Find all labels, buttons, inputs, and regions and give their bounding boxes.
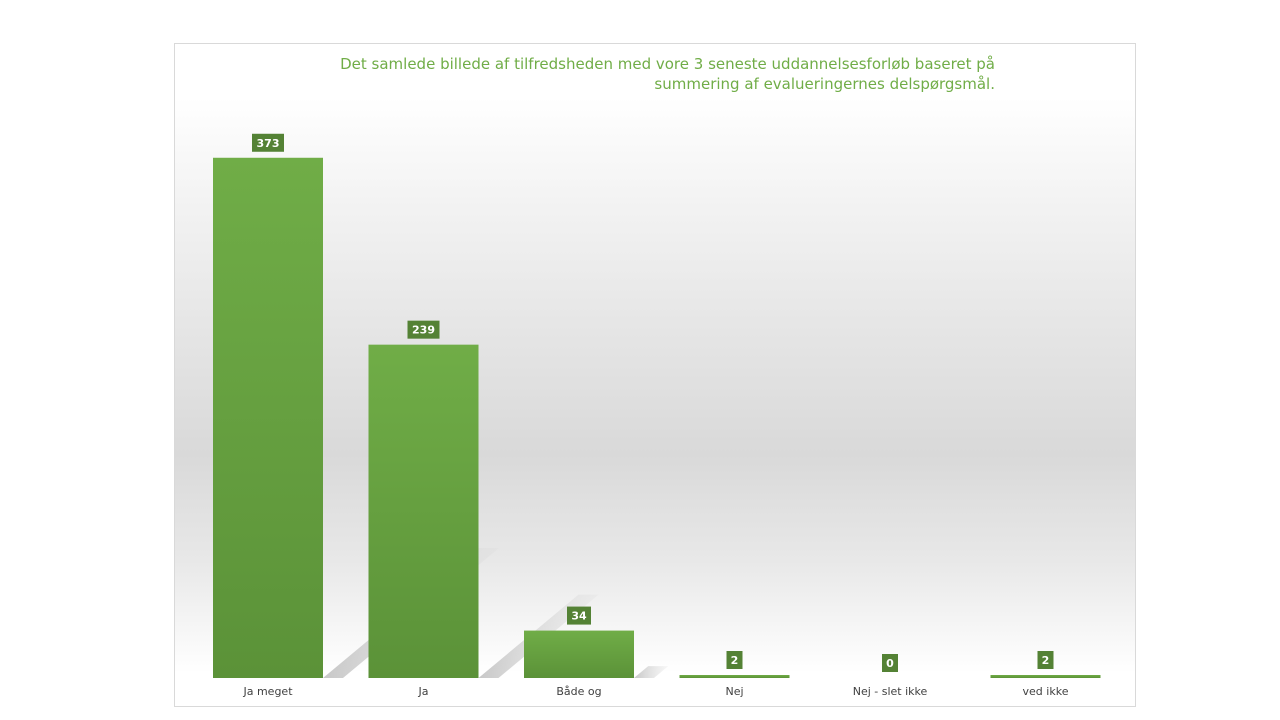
data-label-bg-1 [407, 320, 440, 339]
data-label-bg-3 [726, 651, 743, 669]
x-tick-label-4: Nej - slet ikke [853, 685, 928, 698]
bar-shadow [634, 666, 669, 678]
data-label-0: 373 [257, 137, 280, 150]
chart-frame: Det samlede billede af tilfredsheden med… [174, 43, 1136, 707]
chart-title: Det samlede billede af tilfredsheden med… [340, 55, 995, 93]
bar-1 [368, 344, 479, 678]
data-label-2: 34 [571, 610, 587, 623]
data-label-bg-2 [567, 606, 591, 625]
data-label-3: 2 [731, 654, 739, 667]
bar-5 [990, 675, 1101, 678]
data-label-bg-5 [1037, 651, 1054, 669]
x-tick-label-5: ved ikke [1023, 685, 1069, 698]
bar-chart: 373 239 34 2 0 2 Ja meget Ja Både og Nej Nej - sl… [213, 133, 1101, 698]
data-label-1: 239 [412, 324, 435, 337]
x-tick-label-3: Nej [725, 685, 743, 698]
x-tick-label-1: Ja [418, 685, 429, 698]
bar-3 [679, 675, 790, 678]
bar-2 [524, 630, 634, 678]
data-label-5: 2 [1042, 654, 1050, 667]
x-tick-label-0: Ja meget [242, 685, 293, 698]
data-label-bg-0 [252, 133, 284, 152]
data-label-bg-4 [882, 654, 898, 672]
data-label-4: 0 [886, 657, 894, 670]
x-tick-label-2: Både og [556, 685, 601, 698]
bar-0 [213, 157, 323, 678]
